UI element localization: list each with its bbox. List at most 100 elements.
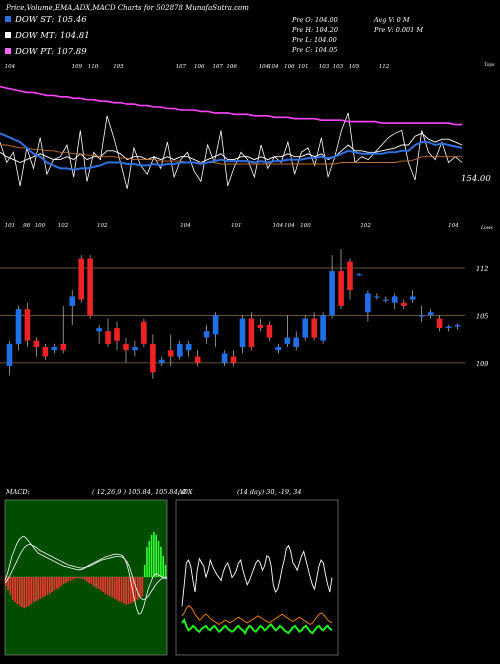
candle-body-41 bbox=[374, 296, 380, 298]
ema-bottom-tick-4: 102 bbox=[97, 223, 108, 229]
macd-bar-58 bbox=[139, 577, 141, 598]
ema-top-tick-13: 103 bbox=[333, 64, 344, 70]
adx-values: (14 day) 30, -19, 34 bbox=[237, 488, 301, 496]
macd-bar-4 bbox=[14, 577, 16, 603]
ema-top-tick-11: 101 bbox=[298, 64, 309, 70]
macd-bar-26 bbox=[65, 577, 67, 583]
adx-line-0 bbox=[181, 544, 333, 607]
macd-bar-32 bbox=[79, 577, 81, 579]
macd-bar-24 bbox=[60, 577, 63, 586]
candle-body-14 bbox=[132, 347, 138, 351]
price-ylabel-0: 112 bbox=[476, 265, 488, 273]
ema-bottom-tick-9: 100 bbox=[300, 223, 311, 229]
candle-body-16 bbox=[150, 343, 156, 373]
macd-bar-42 bbox=[102, 577, 104, 592]
ema-line-1 bbox=[0, 132, 463, 163]
ema-bottom-ticks: 101 98 100 102 102 104 101 104 104 100 102 104 bbox=[5, 223, 459, 229]
candle-body-1 bbox=[15, 309, 22, 344]
candle-body-36 bbox=[329, 271, 335, 316]
macd-bar-55 bbox=[132, 577, 134, 603]
ema-bottom-tick-6: 101 bbox=[231, 223, 242, 229]
candle-body-15 bbox=[141, 321, 147, 344]
ema-lows-label: Lows bbox=[480, 225, 494, 231]
ema-top-tick-15: 112 bbox=[379, 64, 390, 70]
candle-body-0 bbox=[6, 343, 13, 366]
candle-body-24 bbox=[221, 353, 228, 363]
ema-bottom-tick-11: 104 bbox=[448, 223, 459, 229]
candle-body-46 bbox=[418, 315, 425, 317]
candle-body-32 bbox=[293, 337, 299, 348]
macd-bar-20 bbox=[51, 577, 53, 592]
ema-bottom-tick-0: 101 bbox=[5, 223, 16, 229]
candle-body-21 bbox=[194, 356, 201, 363]
macd-lines bbox=[4, 535, 168, 615]
macd-bar-62 bbox=[148, 541, 151, 577]
candle-body-23 bbox=[212, 315, 219, 335]
legend-pt: DOW PT: 107.89 bbox=[14, 47, 87, 57]
ema-bottom-tick-5: 104 bbox=[180, 223, 191, 229]
candle-body-42 bbox=[383, 299, 389, 301]
candle-body-49 bbox=[445, 326, 452, 329]
legend: DOW ST: 105.46 DOW MT: 104.81 DOW PT: 10… bbox=[5, 15, 90, 57]
price-ylabel-1: 105 bbox=[476, 312, 488, 320]
macd-bar-46 bbox=[111, 577, 114, 598]
macd-bar-57 bbox=[136, 577, 139, 600]
candle-body-45 bbox=[409, 296, 416, 300]
ema-top-tick-4: 107 bbox=[176, 64, 187, 70]
macd-bar-23 bbox=[58, 577, 60, 588]
macd-bar-29 bbox=[72, 577, 74, 580]
macd-bar-48 bbox=[116, 577, 118, 600]
ema-lines bbox=[0, 85, 463, 189]
macd-bar-5 bbox=[16, 577, 19, 604]
ema-top-tick-6: 107 bbox=[213, 64, 224, 70]
macd-bar-1 bbox=[7, 577, 9, 591]
macd-bar-50 bbox=[120, 577, 123, 603]
macd-bar-37 bbox=[90, 577, 93, 585]
ema-bottom-tick-2: 100 bbox=[35, 223, 46, 229]
macd-bar-18 bbox=[46, 577, 49, 595]
candle-body-39 bbox=[356, 274, 362, 276]
ema-tops-label: Tops bbox=[484, 62, 495, 68]
candle-body-35 bbox=[320, 315, 326, 341]
adx-title: ADX bbox=[177, 488, 193, 496]
ema-top-tick-9: 104 bbox=[268, 64, 279, 70]
macd-bar-61 bbox=[146, 547, 148, 577]
legend-swatch-st bbox=[5, 16, 11, 22]
candle-body-8 bbox=[78, 258, 84, 300]
price-ylabels: 112 105 109 bbox=[476, 265, 488, 368]
price-hlines bbox=[0, 267, 465, 364]
macd-bar-43 bbox=[104, 577, 107, 594]
ema-line-2 bbox=[0, 144, 462, 165]
macd-panel: MACD: ( 12,26,9 ) 105.84, 105.84, 0 bbox=[4, 488, 186, 656]
macd-bar-41 bbox=[99, 577, 102, 591]
macd-bar-17 bbox=[44, 577, 46, 597]
macd-bar-12 bbox=[32, 577, 35, 603]
macd-bar-2 bbox=[9, 577, 12, 595]
macd-bar-8 bbox=[23, 577, 26, 609]
ema-top-tick-3: 105 bbox=[113, 64, 124, 70]
macd-bar-16 bbox=[42, 577, 44, 598]
candle-body-7 bbox=[69, 296, 75, 306]
ema-top-tick-5: 106 bbox=[194, 64, 205, 70]
candle-body-4 bbox=[42, 347, 49, 357]
macd-bar-3 bbox=[11, 577, 14, 600]
ohlc-info: Pre O: 104.00 Pre H: 104.20 Pre L: 104.0… bbox=[291, 16, 423, 54]
macd-bar-63 bbox=[150, 535, 153, 577]
ema-top-tick-8: 104 bbox=[259, 64, 270, 70]
prev-low: Pre L: 104.00 bbox=[291, 36, 337, 44]
legend-mt: DOW MT: 104.81 bbox=[14, 31, 90, 41]
macd-bar-14 bbox=[37, 577, 39, 600]
candle-body-38 bbox=[347, 261, 353, 291]
macd-bar-60 bbox=[143, 565, 146, 577]
ema-line-3 bbox=[0, 132, 463, 171]
candle-body-27 bbox=[248, 318, 255, 348]
candle-body-19 bbox=[177, 343, 183, 357]
macd-bar-47 bbox=[113, 577, 116, 599]
candle-body-48 bbox=[436, 318, 443, 329]
candle-body-34 bbox=[311, 318, 317, 338]
prev-close: Pre C: 104.05 bbox=[291, 46, 337, 54]
candle-body-10 bbox=[96, 328, 102, 332]
macd-bar-34 bbox=[83, 577, 86, 580]
